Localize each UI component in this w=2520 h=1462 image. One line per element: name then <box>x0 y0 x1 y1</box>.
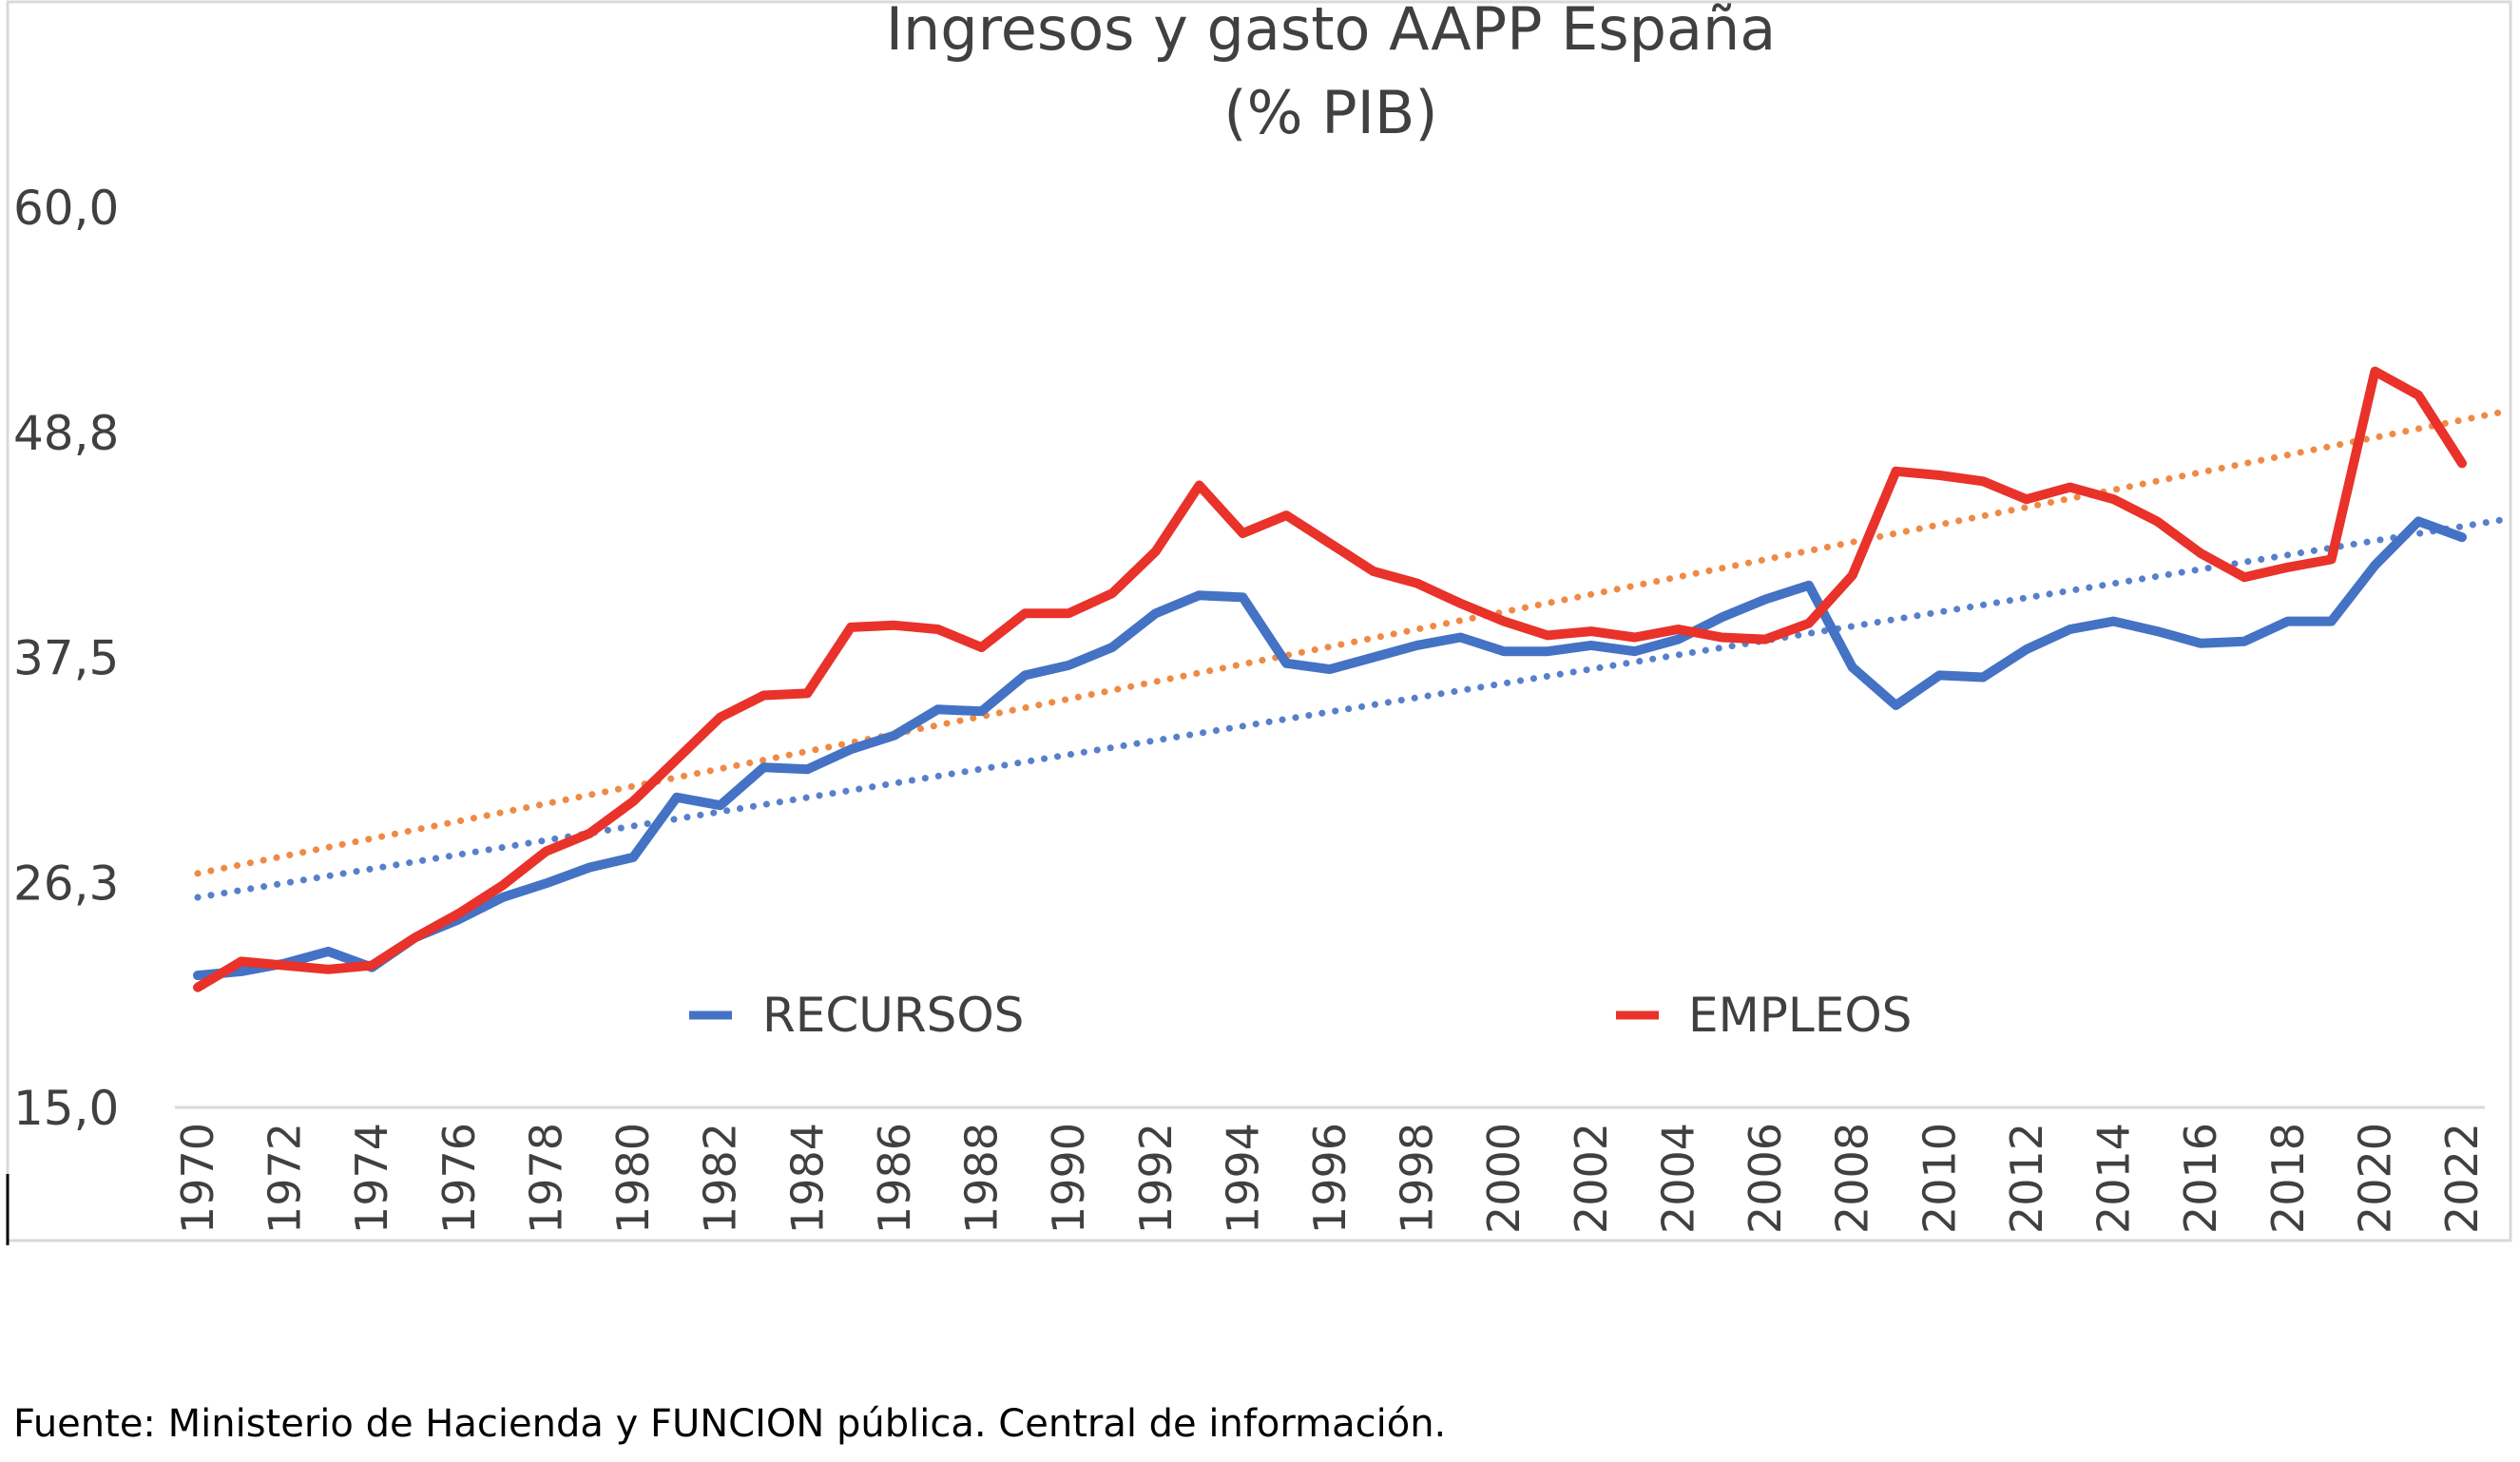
x-tick-label: 2010 <box>1914 1123 1965 1234</box>
y-tick-label: 15,0 <box>13 1081 119 1136</box>
x-tick-label: 2000 <box>1478 1123 1529 1234</box>
y-tick-label: 48,8 <box>13 406 119 461</box>
x-tick-label: 2022 <box>2436 1123 2488 1234</box>
x-tick-label: 2004 <box>1652 1123 1703 1234</box>
legend: RECURSOS EMPLEOS <box>689 988 1912 1043</box>
y-tick-label: 26,3 <box>13 856 119 911</box>
x-tick-label: 1994 <box>1217 1123 1268 1234</box>
x-tick-label: 1978 <box>520 1123 571 1234</box>
x-tick-label: 2018 <box>2262 1123 2314 1234</box>
legend-item-empleos[interactable]: EMPLEOS <box>1616 988 1912 1043</box>
y-axis: 15,0 26,3 37,5 48,8 60,0 <box>13 181 119 1136</box>
x-tick-label: 1988 <box>956 1123 1008 1234</box>
chart-title: Ingresos y gasto AAPP España <box>886 0 1777 64</box>
series-line-recursos <box>193 516 2467 981</box>
x-tick-label: 1986 <box>869 1123 920 1234</box>
chart-frame: Ingresos y gasto AAPP España (% PIB) 15,… <box>6 0 2512 1245</box>
series-line-empleos <box>193 366 2467 992</box>
x-tick-label: 1984 <box>781 1123 833 1234</box>
x-tick-label: 1998 <box>1392 1123 1443 1234</box>
chart-subtitle: (% PIB) <box>1223 78 1437 147</box>
x-tick-label: 2012 <box>2001 1123 2052 1234</box>
x-tick-label: 1976 <box>433 1123 485 1234</box>
x-tick-label: 2016 <box>2175 1123 2226 1234</box>
x-tick-label: 1992 <box>1130 1123 1182 1234</box>
y-tick-label: 37,5 <box>13 631 119 686</box>
x-tick-label: 2020 <box>2349 1123 2400 1234</box>
x-tick-label: 1974 <box>346 1123 397 1234</box>
x-tick-label: 1980 <box>607 1123 659 1234</box>
series-line-trend-empleos <box>194 408 2510 877</box>
legend-label-recursos: RECURSOS <box>762 988 1024 1043</box>
legend-label-empleos: EMPLEOS <box>1688 988 1912 1043</box>
y-tick-label: 60,0 <box>13 181 119 236</box>
x-tick-label: 1970 <box>172 1123 223 1234</box>
x-tick-label: 2006 <box>1740 1123 1791 1234</box>
x-tick-label: 1972 <box>260 1123 311 1234</box>
line-chart: Ingresos y gasto AAPP España (% PIB) 15,… <box>6 0 2512 1245</box>
x-tick-label: 2008 <box>1827 1123 1878 1234</box>
source-note: Fuente: Ministerio de Hacienda y FUNCION… <box>13 1402 1447 1446</box>
x-tick-label: 2002 <box>1566 1123 1617 1234</box>
x-tick-label: 1982 <box>695 1123 746 1234</box>
x-tick-label: 2014 <box>2088 1123 2140 1234</box>
x-tick-label: 1996 <box>1304 1123 1356 1234</box>
x-tick-label: 1990 <box>1043 1123 1094 1234</box>
plot-series <box>193 366 2510 992</box>
legend-item-recursos[interactable]: RECURSOS <box>689 988 1024 1043</box>
x-axis: 1970 1972 1974 1976 1978 1980 1982 1984 1986 1988… <box>172 1106 2488 1234</box>
